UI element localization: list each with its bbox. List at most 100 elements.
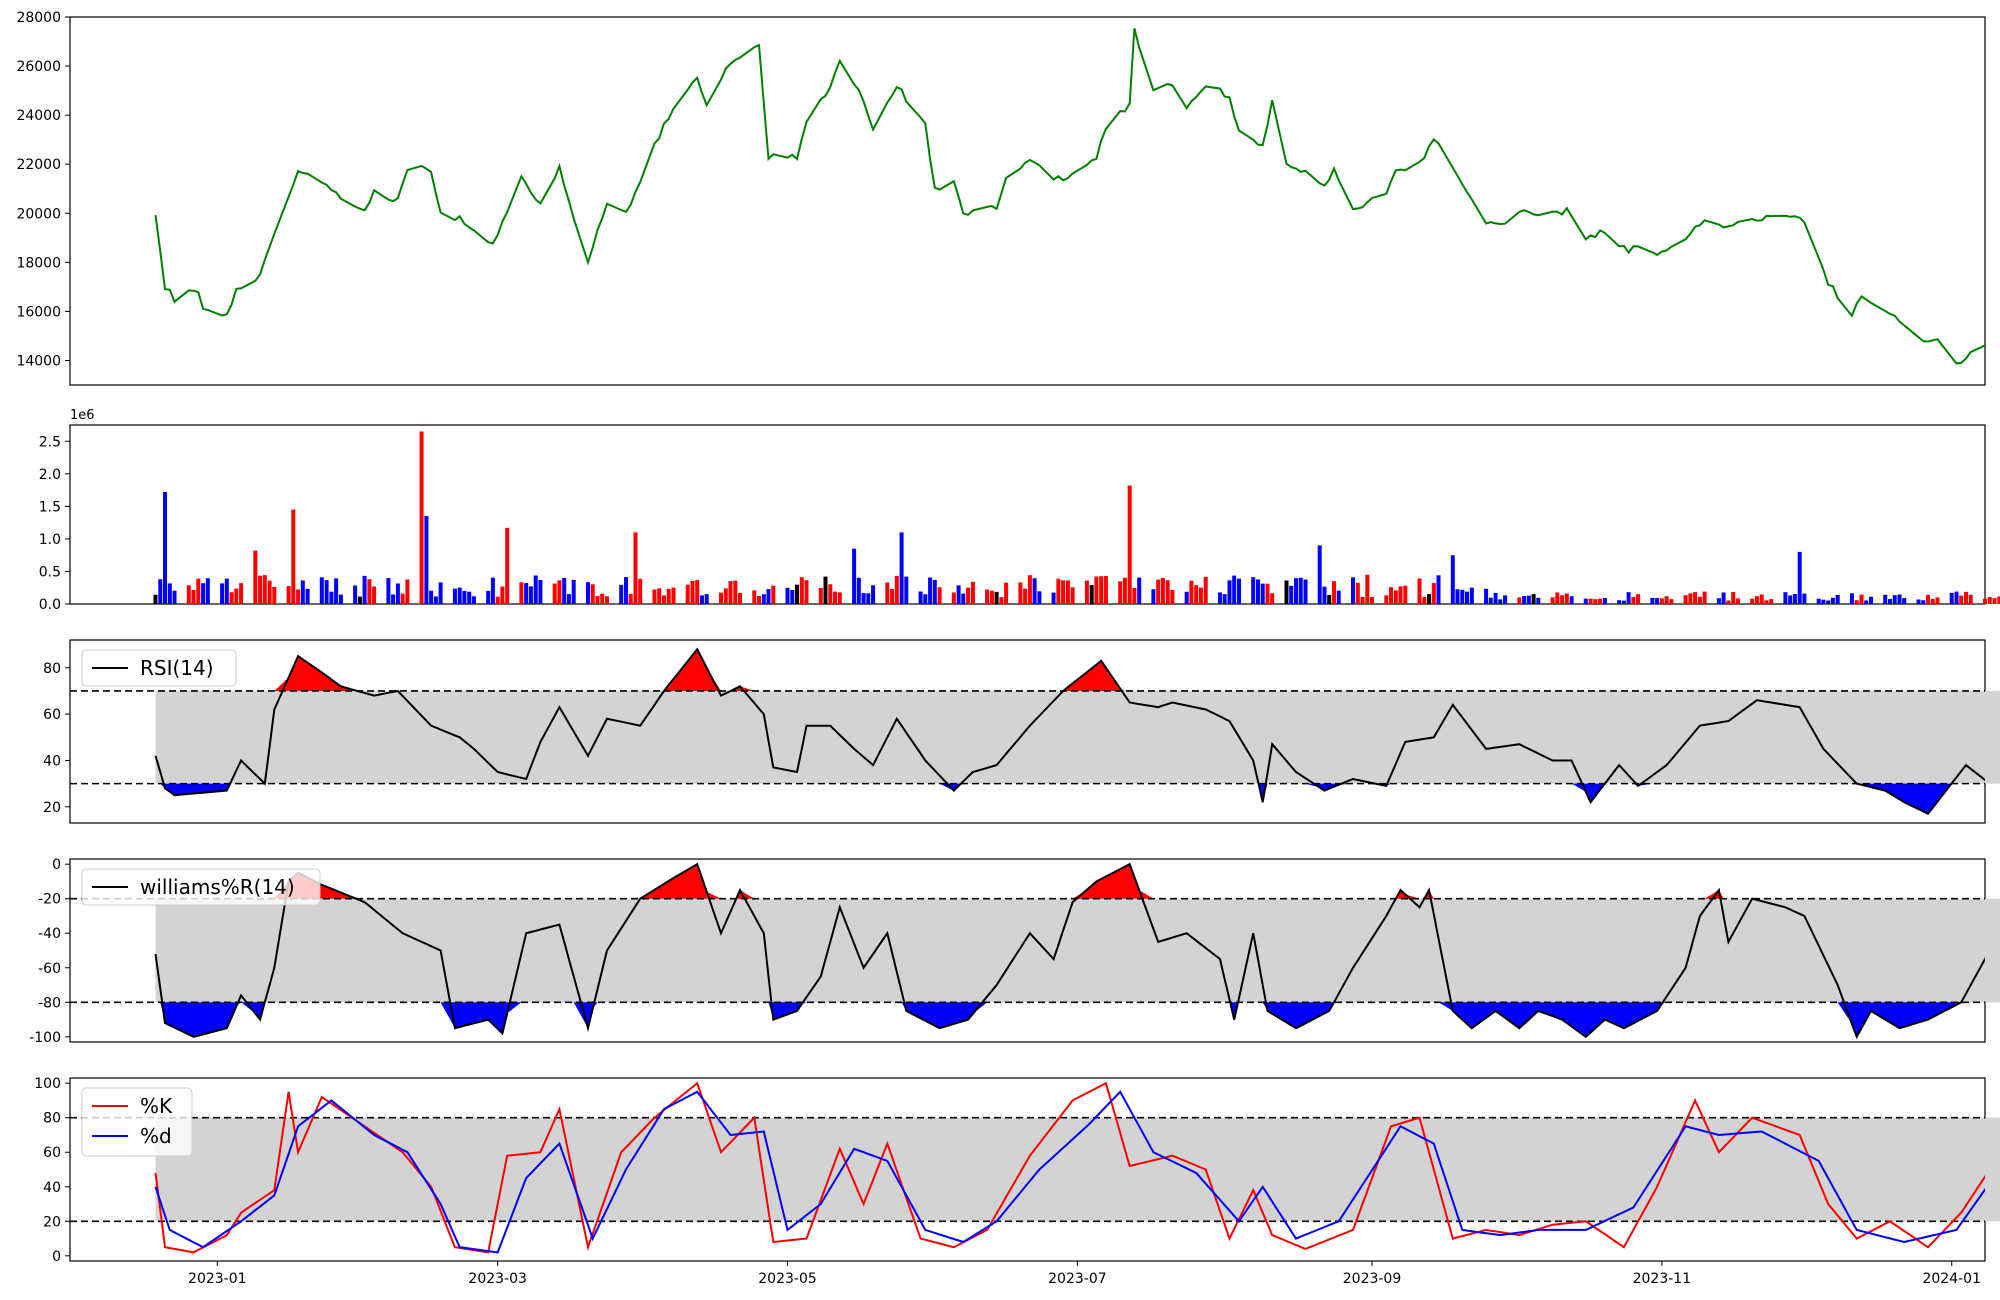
volume-bar	[666, 588, 671, 604]
volume-bar	[1317, 545, 1322, 604]
volume-bar	[262, 575, 267, 604]
volume-bar	[163, 492, 167, 604]
volume-bar	[258, 575, 263, 604]
volume-bar	[761, 594, 766, 604]
volume-bar	[1588, 598, 1593, 604]
volume-bar	[372, 586, 377, 604]
neutral-band	[155, 898, 2000, 1003]
volume-bar	[1531, 594, 1536, 604]
indicator-line	[154, 647, 1985, 815]
volume-bar	[158, 579, 163, 604]
y-tick-label: 40	[43, 1180, 61, 1196]
volume-bar	[586, 582, 590, 604]
x-tick-label: 2023-05	[758, 1271, 817, 1287]
volume-bar	[538, 580, 543, 604]
volume-bar	[1750, 598, 1755, 604]
volume-bar	[329, 591, 334, 604]
volume-bar	[1370, 596, 1374, 604]
volume-bar	[1436, 575, 1441, 604]
volume-bar	[1469, 587, 1474, 604]
volume-bar	[419, 431, 424, 604]
volume-bar	[619, 584, 624, 604]
volume-bar	[1968, 594, 1973, 604]
volume-bar	[633, 532, 638, 604]
volume-bar	[1626, 592, 1631, 604]
volume-bar	[595, 596, 600, 604]
volume-bar	[1583, 598, 1588, 604]
volume-bar	[1935, 597, 1940, 604]
volume-bar	[1327, 594, 1332, 604]
volume-bar	[1189, 580, 1194, 604]
volume-bar	[1303, 579, 1308, 604]
volume-bar	[1702, 591, 1707, 604]
y-tick-label: 100	[34, 1076, 61, 1092]
volume-bar	[1165, 580, 1170, 604]
volume-bar	[357, 596, 362, 604]
volume-bar	[1465, 591, 1469, 604]
volume-bar	[1018, 582, 1023, 604]
volume-bar	[1536, 597, 1541, 604]
volume-bar	[490, 577, 495, 604]
volume-bar	[305, 588, 310, 604]
volume-bar	[1094, 576, 1099, 604]
volume-bar	[871, 585, 876, 604]
volume-bar	[1954, 591, 1959, 604]
y-tick-label: 60	[43, 1145, 61, 1161]
y-tick-label: 0.0	[39, 597, 61, 613]
legend-label: RSI(14)	[140, 656, 214, 680]
volume-bar	[1160, 578, 1165, 604]
price-panel: 14000 16000 18000 20000 22000 24000 26000 28000	[16, 10, 1986, 386]
volume-bar	[1004, 582, 1009, 604]
volume-bar	[1560, 595, 1565, 604]
volume-bar	[1393, 590, 1398, 604]
volume-bar	[799, 577, 804, 604]
volume-bar	[833, 591, 837, 604]
volume-bar	[338, 594, 343, 604]
volume-bar	[766, 589, 771, 604]
volume-bar	[362, 575, 367, 604]
volume-bar	[571, 579, 576, 604]
volume-bar	[657, 588, 662, 604]
volume-bar	[1769, 599, 1774, 604]
volume-bar	[1593, 599, 1598, 604]
volume-bar	[1683, 595, 1688, 604]
volume-bar	[1902, 598, 1907, 604]
volume-bar	[1132, 588, 1137, 604]
volume-bar	[861, 593, 866, 604]
x-tick-label: 2023-01	[188, 1271, 247, 1287]
volume-bar	[505, 527, 510, 604]
volume-bar	[956, 585, 961, 604]
volume-bar	[852, 548, 857, 604]
volume-bar	[1526, 595, 1531, 604]
volume-bar	[239, 583, 244, 604]
volume-bar	[1735, 598, 1740, 604]
legend: %K %d	[81, 1087, 193, 1157]
d-line	[154, 1090, 1985, 1254]
volume-bar	[866, 593, 871, 604]
volume-bar	[1602, 598, 1607, 604]
volume-bar	[462, 590, 467, 604]
x-tick-label: 2023-07	[1048, 1271, 1107, 1287]
volume-bar	[1555, 592, 1560, 604]
stochastic-panel: 0 20 40 60 80 100 %K %d 2023-01 2023-03 2023-05 202…	[34, 1076, 2000, 1287]
volume-bar	[153, 594, 158, 604]
y-offset-label: 1e6	[70, 408, 95, 423]
volume-bar	[771, 585, 776, 604]
volume-bar	[405, 579, 410, 604]
volume-bar	[1118, 581, 1123, 604]
williams-r-panel: -100 -80 -60 -40 -20 0 williams%R(14)	[29, 857, 2000, 1046]
volume-bar	[353, 585, 358, 604]
volume-bar	[662, 595, 666, 604]
y-tick-label: 0.5	[39, 564, 61, 580]
volume-bar	[1854, 600, 1859, 604]
x-tick-label: 2024-01	[1922, 1271, 1981, 1287]
volume-bar	[1198, 587, 1203, 604]
volume-bar	[1569, 596, 1574, 604]
y-tick-label: 20	[43, 1214, 61, 1230]
overbought-fill	[155, 864, 1985, 899]
volume-bar	[1027, 575, 1032, 604]
y-tick-label: 26000	[16, 59, 61, 75]
y-tick-label: 24000	[16, 108, 61, 124]
legend-box	[81, 1087, 193, 1157]
